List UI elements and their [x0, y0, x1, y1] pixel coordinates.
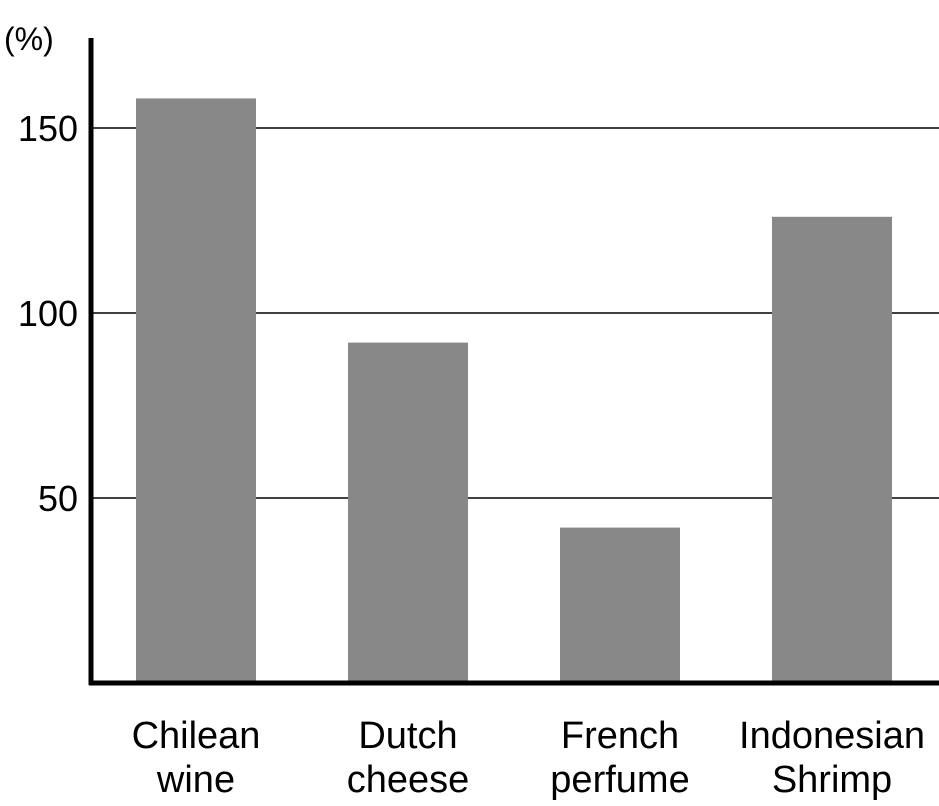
x-category-label-line: perfume — [550, 759, 689, 801]
x-category-label: Chilean wine — [132, 715, 261, 801]
x-category-label: French perfume — [550, 715, 689, 801]
bar — [772, 216, 892, 684]
x-category-labels: Chilean wine Dutch cheese French perfume Indon… — [132, 715, 925, 801]
x-category-label-line: cheese — [347, 759, 470, 801]
bar — [136, 98, 256, 683]
bars — [136, 98, 892, 684]
y-unit-label: (%) — [4, 21, 54, 57]
bar — [348, 342, 468, 683]
y-tick-label: 100 — [18, 293, 78, 334]
x-category-label-line: Indonesian — [739, 715, 925, 757]
y-tick-label: 50 — [38, 478, 78, 519]
y-tick-labels: 50 100 150 — [18, 108, 78, 519]
x-category-label: Indonesian Shrimp — [739, 715, 925, 801]
x-category-label: Dutch cheese — [347, 715, 470, 801]
y-tick-label: 150 — [18, 108, 78, 149]
x-category-label-line: wine — [156, 759, 235, 801]
x-category-label-line: Shrimp — [772, 759, 892, 801]
axes — [88, 38, 939, 686]
x-category-label-line: Chilean — [132, 715, 261, 757]
x-category-label-line: Dutch — [358, 715, 457, 757]
x-category-label-line: French — [561, 715, 679, 757]
bar — [560, 527, 680, 683]
